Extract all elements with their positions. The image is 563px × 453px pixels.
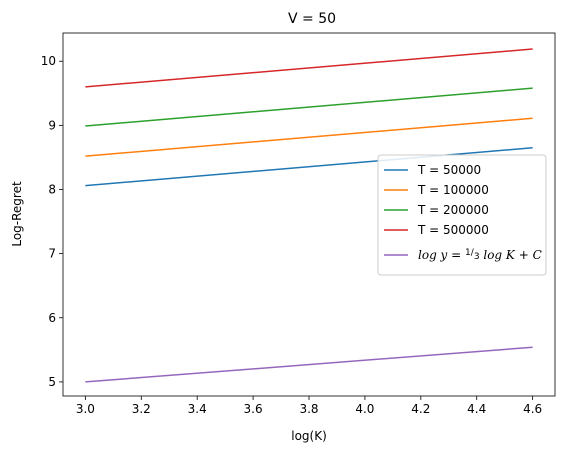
- x-axis-label: log(K): [291, 429, 327, 443]
- series-line-1: [85, 117, 533, 157]
- x-tick-label: 4.2: [411, 402, 430, 416]
- x-tick-label: 4.6: [523, 402, 542, 416]
- legend-label: T = 500000: [417, 223, 489, 237]
- legend-box: [377, 154, 547, 276]
- x-tick-label: 3.2: [132, 402, 151, 416]
- legend-label: T = 200000: [417, 203, 489, 217]
- y-tick-label: 6: [48, 311, 56, 325]
- legend-label: T = 100000: [417, 183, 489, 197]
- x-axis: 3.0 3.2 3.4 3.6 3.8 4.0 4.2 4.4 4.6: [76, 396, 542, 416]
- y-tick-label: 5: [48, 375, 56, 389]
- series-line-3: [85, 48, 533, 88]
- x-tick-label: 3.4: [188, 402, 207, 416]
- y-tick-label: 7: [48, 247, 56, 261]
- x-tick-label: 3.0: [76, 402, 95, 416]
- series-line-2: [85, 87, 533, 127]
- legend-label: T = 50000: [417, 163, 481, 177]
- y-tick-label: 8: [48, 182, 56, 196]
- series-line-4: [85, 346, 533, 383]
- x-tick-label: 3.6: [244, 402, 263, 416]
- y-axis-label: Log-Regret: [10, 181, 24, 247]
- x-tick-label: 4.4: [467, 402, 486, 416]
- chart-title: V = 50: [288, 11, 336, 27]
- plot-lines: [85, 48, 533, 383]
- y-tick-label: 10: [41, 54, 56, 68]
- legend-formula-label: log y = 1/3 log K + C: [418, 248, 542, 262]
- x-tick-label: 4.0: [355, 402, 374, 416]
- series-line-0: [85, 147, 533, 187]
- legend: T = 50000 T = 100000 T = 200000 T = 5000…: [377, 154, 547, 276]
- y-axis: 5 6 7 8 9 10: [41, 54, 63, 389]
- x-tick-label: 3.8: [299, 402, 318, 416]
- y-tick-label: 9: [48, 118, 56, 132]
